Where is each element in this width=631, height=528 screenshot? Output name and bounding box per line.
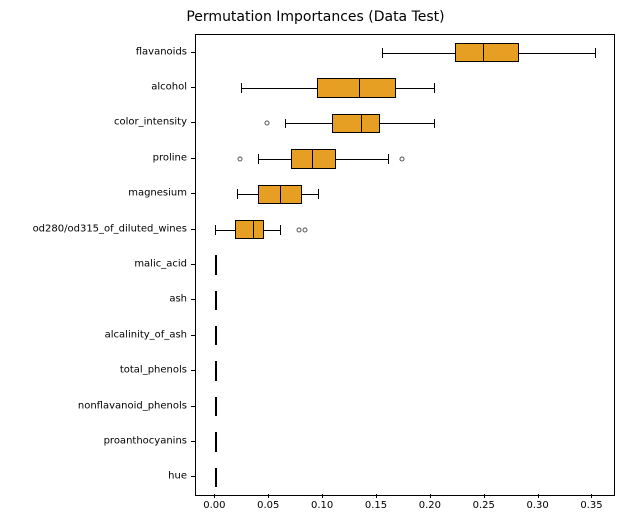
x-tick-label: 0.35 [580, 500, 602, 511]
x-tick-label: 0.00 [203, 500, 225, 511]
x-tick-mark [214, 494, 215, 498]
median-line [280, 185, 281, 204]
y-tick-label: proline [153, 152, 187, 163]
y-tick-label: proanthocyanins [104, 435, 187, 446]
x-tick-label: 0.10 [311, 500, 333, 511]
y-tick-label: magnesium [128, 188, 187, 199]
box [235, 220, 264, 239]
median-line [253, 220, 254, 239]
x-tick-mark [268, 494, 269, 498]
y-tick-mark [191, 370, 195, 371]
y-tick-label: nonflavanoid_phenols [78, 400, 187, 411]
whisker-cap [434, 119, 435, 129]
y-tick-mark [191, 229, 195, 230]
y-tick-mark [191, 52, 195, 53]
whisker-cap [215, 225, 216, 235]
outlier-point [265, 121, 270, 126]
median-line [215, 255, 216, 274]
y-tick-mark [191, 406, 195, 407]
x-tick-mark [322, 494, 323, 498]
y-tick-mark [191, 476, 195, 477]
y-tick-mark [191, 158, 195, 159]
median-line [215, 361, 216, 380]
y-tick-mark [191, 299, 195, 300]
median-line [215, 291, 216, 310]
x-tick-label: 0.05 [257, 500, 279, 511]
whisker-cap [595, 48, 596, 58]
box [317, 78, 397, 97]
x-tick-label: 0.25 [473, 500, 495, 511]
whisker-cap [434, 83, 435, 93]
outlier-point [302, 227, 307, 232]
y-tick-mark [191, 122, 195, 123]
whisker-cap [382, 48, 383, 58]
x-tick-mark [484, 494, 485, 498]
outlier-point [399, 156, 404, 161]
whisker-cap [258, 154, 259, 164]
x-tick-label: 0.30 [526, 500, 548, 511]
box [291, 149, 336, 168]
median-line [359, 78, 360, 97]
median-line [312, 149, 313, 168]
median-line [215, 326, 216, 345]
whisker-cap [237, 189, 238, 199]
box [455, 43, 520, 62]
x-tick-mark [591, 494, 592, 498]
whisker-cap [318, 189, 319, 199]
y-tick-label: malic_acid [134, 259, 187, 270]
y-tick-mark [191, 264, 195, 265]
whisker-cap [388, 154, 389, 164]
y-tick-label: color_intensity [114, 117, 187, 128]
whisker-cap [241, 83, 242, 93]
median-line [361, 114, 362, 133]
x-tick-mark [376, 494, 377, 498]
plot-area [195, 34, 615, 496]
median-line [215, 468, 216, 487]
y-tick-label: total_phenols [120, 365, 187, 376]
x-tick-mark [538, 494, 539, 498]
chart-container: Permutation Importances (Data Test) flav… [0, 0, 631, 528]
outlier-point [297, 227, 302, 232]
whisker-cap [285, 119, 286, 129]
y-tick-mark [191, 87, 195, 88]
y-tick-label: alcalinity_of_ash [105, 329, 187, 340]
outlier-point [238, 156, 243, 161]
y-tick-label: flavanoids [136, 46, 187, 57]
box [332, 114, 380, 133]
chart-title: Permutation Importances (Data Test) [0, 9, 631, 25]
y-tick-label: od280/od315_of_diluted_wines [33, 223, 187, 234]
y-tick-mark [191, 441, 195, 442]
y-tick-label: ash [169, 294, 187, 305]
x-tick-mark [430, 494, 431, 498]
y-tick-mark [191, 193, 195, 194]
median-line [483, 43, 484, 62]
x-tick-label: 0.15 [365, 500, 387, 511]
y-tick-mark [191, 335, 195, 336]
median-line [215, 432, 216, 451]
x-tick-label: 0.20 [419, 500, 441, 511]
whisker-cap [280, 225, 281, 235]
median-line [215, 397, 216, 416]
y-tick-label: hue [168, 471, 187, 482]
y-tick-label: alcohol [151, 82, 187, 93]
